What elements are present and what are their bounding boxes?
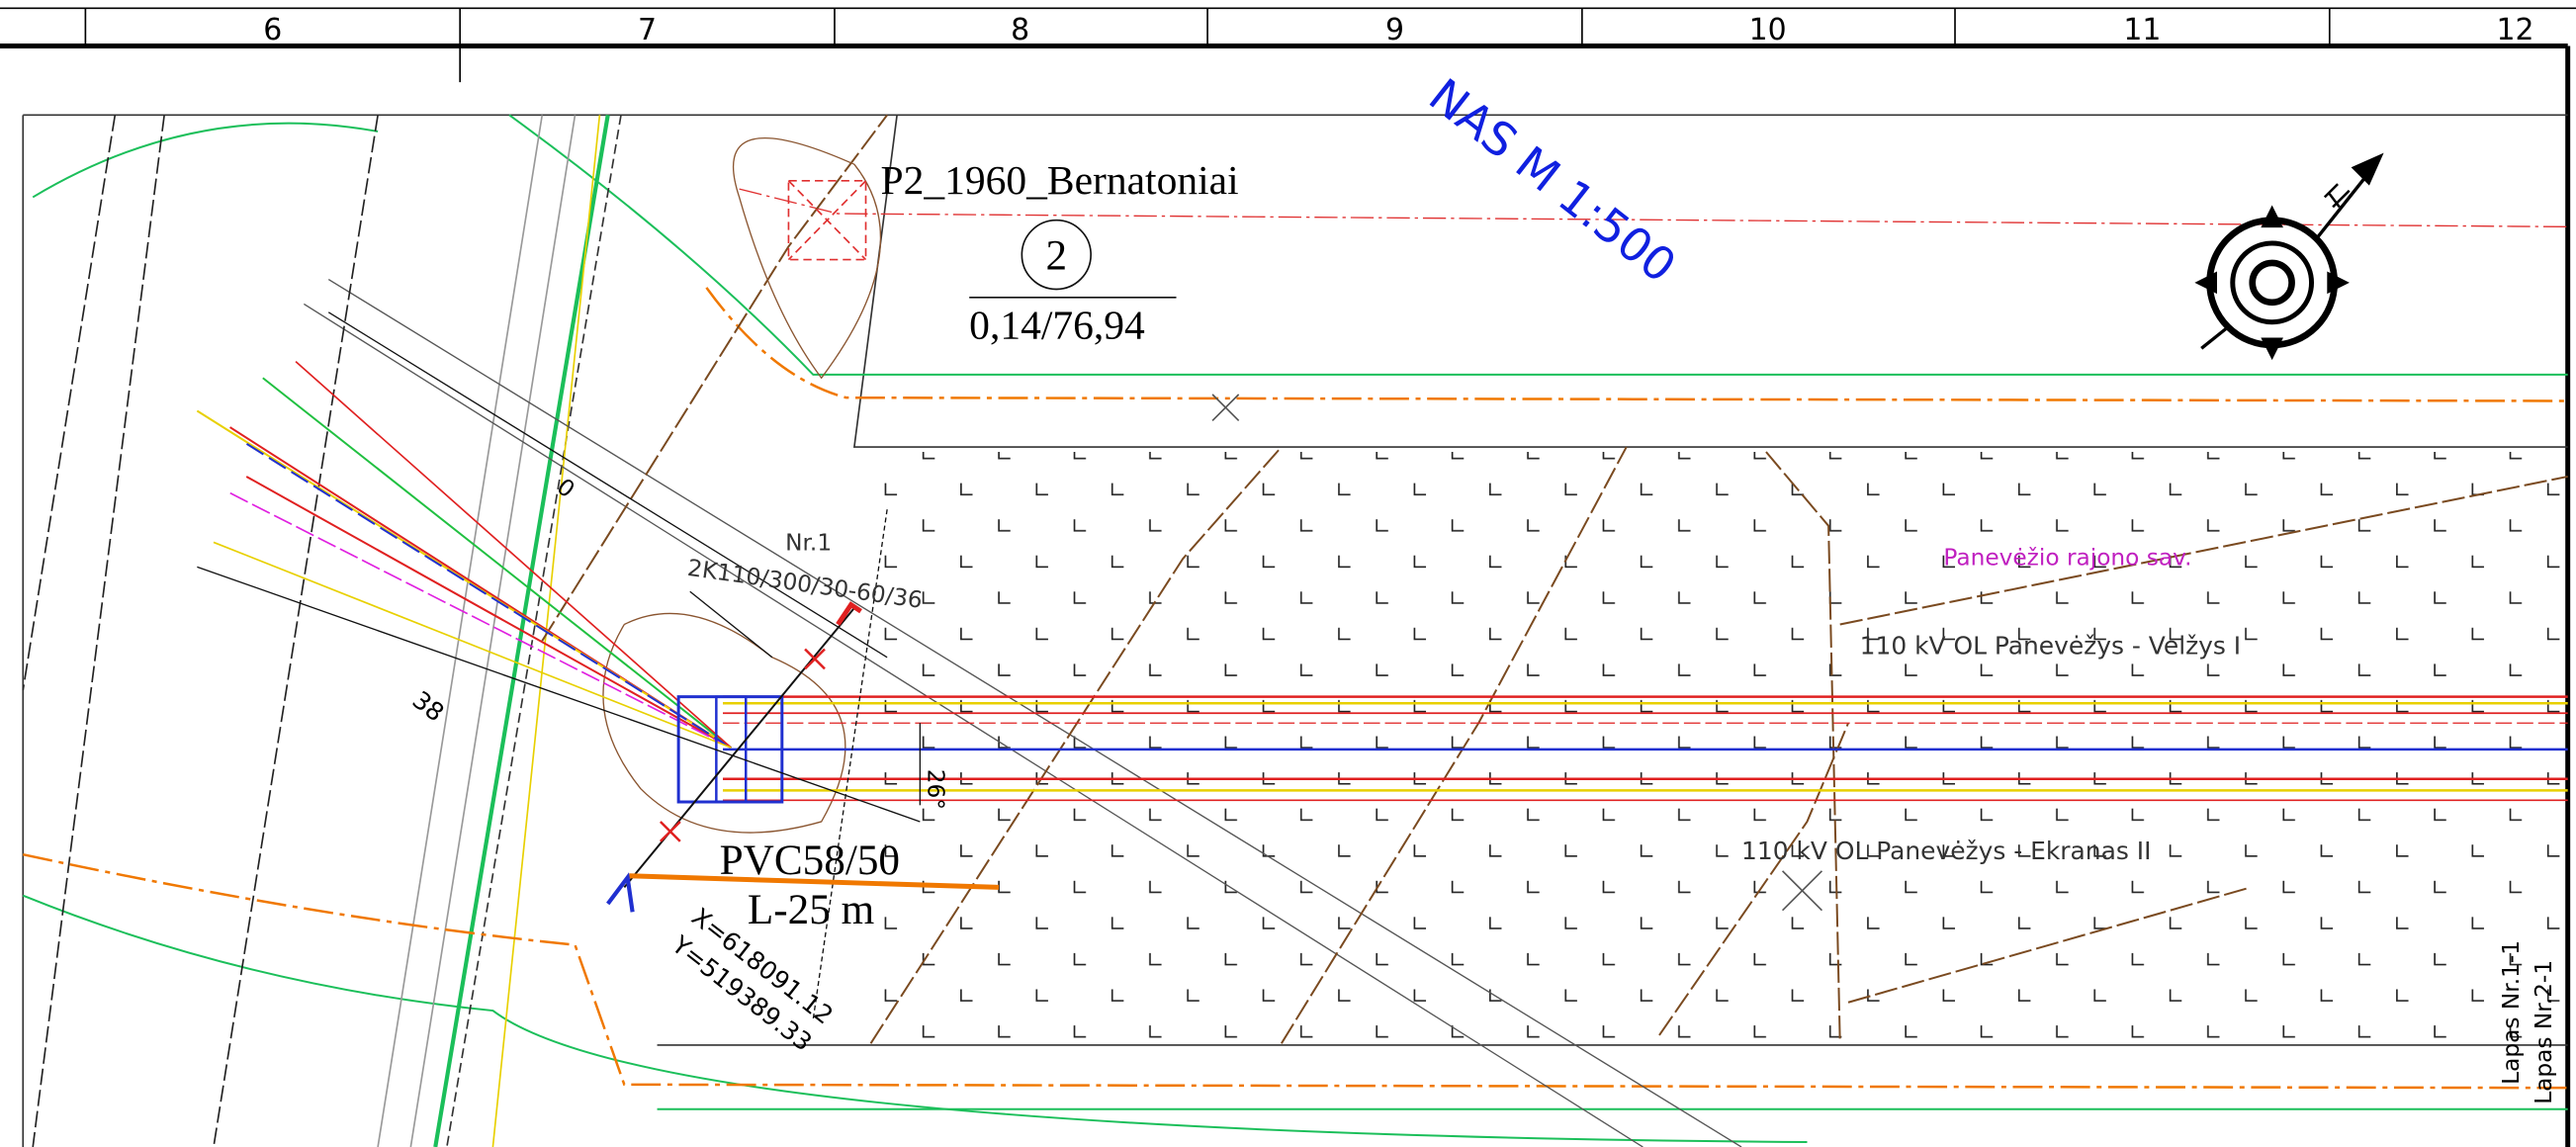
column-number: 8 bbox=[1011, 13, 1029, 47]
crossing-number: Nr.1 bbox=[785, 530, 832, 557]
column-number: 11 bbox=[2123, 13, 2161, 47]
parcel-number: 2 bbox=[1045, 233, 1067, 280]
drawing: 6 7 8 9 10 11 12 bbox=[0, 0, 2576, 1147]
power-line-label: 110 kV OL Panevėžys - Velžys I bbox=[1860, 631, 2242, 660]
page: 6 7 8 9 10 11 12 bbox=[0, 0, 2576, 1147]
column-number: 9 bbox=[1385, 13, 1404, 47]
pipe-length: L-25 m bbox=[748, 887, 874, 933]
pipe-material: PVC58/50 bbox=[720, 838, 900, 884]
municipality: Panevėžio rajono sav. bbox=[1943, 545, 2191, 572]
grass-symbols bbox=[861, 452, 2568, 1040]
sheet-label: Lapas Nr.2-1 bbox=[2531, 960, 2557, 1104]
sheet-label: Lapas Nr.1-1 bbox=[2498, 940, 2525, 1085]
column-number: 10 bbox=[1749, 13, 1787, 47]
column-number: 6 bbox=[263, 13, 282, 47]
power-line-label: 110 kV OL Panevėžys - Ekranas II bbox=[1741, 837, 2151, 865]
column-number: 7 bbox=[638, 13, 657, 47]
parcel-area: 0,14/76,94 bbox=[969, 302, 1145, 347]
parcel-name: P2_1960_Bernatoniai bbox=[880, 157, 1238, 203]
dimension: 26° bbox=[923, 769, 949, 810]
column-number: 12 bbox=[2497, 13, 2534, 47]
